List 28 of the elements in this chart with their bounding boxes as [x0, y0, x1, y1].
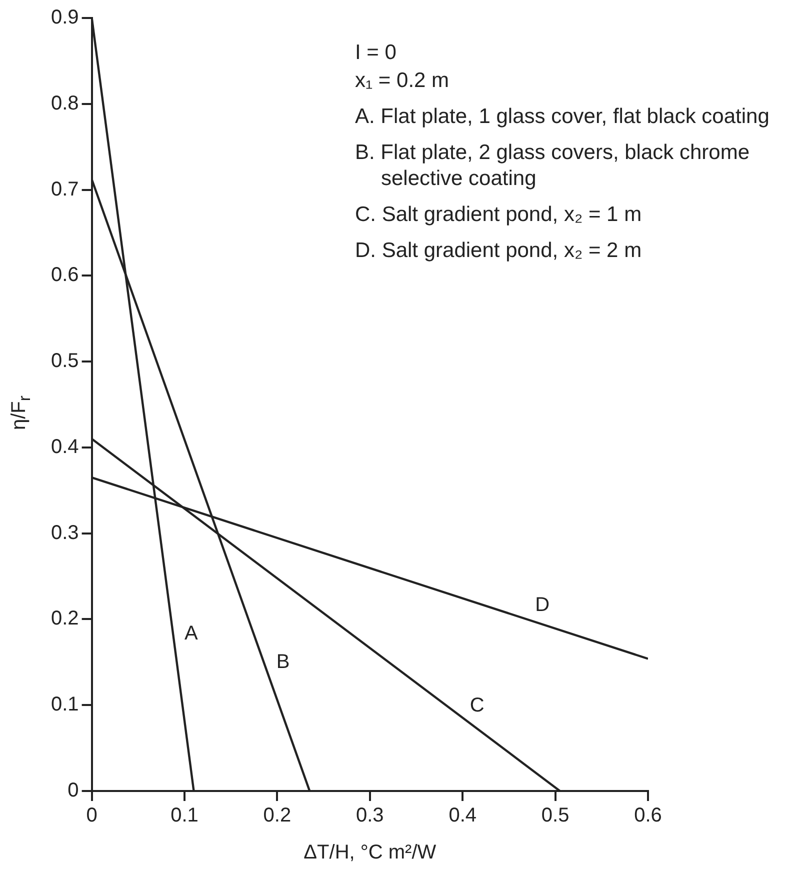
- annotation: C. Salt gradient pond, x₂ = 1 m: [355, 202, 643, 228]
- series-label: D: [535, 594, 550, 616]
- x-tick-label: 0.4: [448, 804, 477, 827]
- annotation: I = 0: [355, 40, 398, 66]
- y-tick-label: 0.1: [50, 694, 79, 716]
- y-tick-label: 0.7: [50, 178, 79, 200]
- series-label: A: [184, 622, 199, 645]
- x-tick-label: 0.5: [541, 804, 570, 827]
- annotation: D. Salt gradient pond, x₂ = 2 m: [355, 238, 643, 264]
- series-label: C: [470, 694, 484, 717]
- y-tick-label: 0.2: [50, 608, 79, 630]
- annotation: x₁ = 0.2 m: [355, 68, 450, 94]
- y-tick-label: 0.3: [50, 522, 79, 544]
- x-tick-label: 0.3: [356, 804, 384, 827]
- series-label: B: [276, 651, 290, 674]
- annotation: B. Flat plate, 2 glass covers, black chrome selective coating: [355, 140, 750, 192]
- y-tick-label: 0.9: [50, 6, 79, 29]
- x-tick-label: 0.6: [634, 804, 662, 827]
- y-tick-label: 0.8: [50, 92, 79, 114]
- annotation: A. Flat plate, 1 glass cover, flat black coating: [355, 104, 770, 130]
- x-tick-label: 0.1: [170, 804, 198, 827]
- x-tick-label: 0: [86, 804, 98, 827]
- y-tick-label: 0.6: [50, 264, 79, 286]
- y-tick-label: 0.5: [50, 350, 79, 372]
- y-tick-label: 0.4: [50, 436, 79, 458]
- x-tick-label: 0.2: [263, 804, 292, 827]
- y-tick-label: 0: [68, 780, 79, 802]
- x-axis-title: ΔT/H, °C m²/W: [304, 842, 436, 864]
